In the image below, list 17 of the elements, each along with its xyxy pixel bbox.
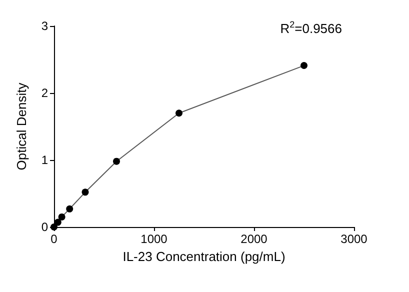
y-tick-label: 3 <box>41 19 48 33</box>
point <box>58 213 66 220</box>
y-axis-title: Optical Density <box>14 82 29 170</box>
x-tick-label: 3000 <box>340 232 368 246</box>
y-tick-label: 0 <box>41 220 48 234</box>
point <box>176 110 182 117</box>
y-tick-label: 2 <box>41 86 48 100</box>
point <box>300 62 308 70</box>
point <box>113 158 120 165</box>
point <box>82 188 89 196</box>
point <box>66 205 74 212</box>
x-tick-label: 1000 <box>140 232 168 246</box>
x-axis-title: IL-23 Concentration (pg/mL) <box>122 248 286 264</box>
y-tick-label: 1 <box>41 153 48 167</box>
x-tick-label: 0 <box>50 232 58 246</box>
x-tick-label: 2000 <box>240 232 268 246</box>
point <box>54 218 62 226</box>
